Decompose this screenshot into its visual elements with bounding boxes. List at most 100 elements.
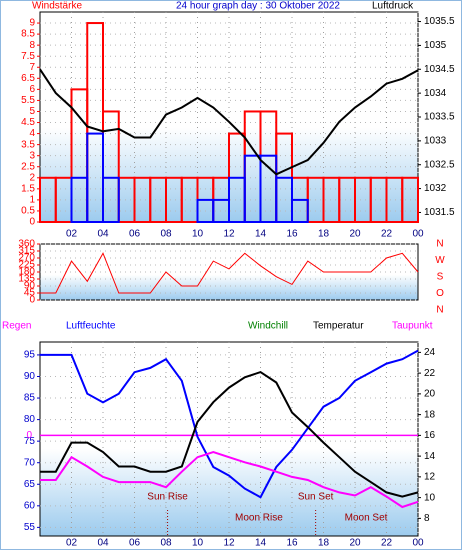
y-tick-label: 315 [18, 246, 35, 257]
series-line [39, 68, 419, 176]
y-tick-label: 90 [24, 281, 36, 292]
y-tick-label: 7 [29, 62, 35, 73]
x-tick-label: 08 [160, 538, 172, 549]
compass-label: W [435, 255, 445, 266]
y-tick-label: 225 [18, 260, 35, 271]
y2-tick-label: 24 [424, 347, 436, 358]
y-tick-label: 75 [24, 436, 36, 447]
y-tick-label: 65 [24, 479, 36, 490]
x-tick-label: 06 [129, 538, 141, 549]
x-tick-label: 04 [97, 229, 109, 240]
y2-tick-label: 18 [424, 409, 436, 420]
x-tick-label: 12 [223, 229, 235, 240]
x-tick-label: 18 [318, 229, 330, 240]
x-tick-label: 16 [286, 538, 298, 549]
x-tick-label: 02 [66, 229, 78, 240]
y-tick-label: 85 [24, 393, 36, 404]
x-tick-label: 22 [381, 538, 393, 549]
series-line [40, 370, 419, 498]
x-tick-label: 10 [192, 229, 204, 240]
x-tick-label: 12 [223, 538, 235, 549]
y-tick-label: 5 [29, 106, 35, 117]
y-tick-label: 270 [18, 253, 35, 264]
y2-tick-label: 1031.5 [424, 207, 455, 218]
x-tick-label: 00 [412, 538, 424, 549]
legend-entry: Luftfeuchte [66, 321, 116, 332]
series-line [40, 450, 419, 509]
compass-label: O [436, 288, 444, 299]
legend-entry: Windchill [248, 321, 288, 332]
y2-tick-label: 10 [424, 492, 436, 503]
y-tick-label: 8 [29, 40, 35, 51]
y-tick-label: 135 [18, 274, 35, 285]
legend-entry: Taupunkt [392, 321, 433, 332]
compass-label: S [437, 272, 444, 283]
y2-tick-label: 8 [424, 513, 430, 524]
y-tick-label: 55 [24, 522, 36, 533]
x-tick-label: 20 [349, 229, 361, 240]
y-tick-label: 3.5 [21, 139, 35, 150]
y-tick-label: 0 [29, 295, 35, 306]
y2-tick-label: 12 [424, 472, 436, 483]
y2-tick-label: 1035.5 [424, 16, 455, 27]
wind-label: Windstärke [32, 1, 82, 12]
y2-tick-label: 22 [424, 368, 436, 379]
y2-tick-label: 20 [424, 389, 436, 400]
series-line [40, 252, 419, 294]
y-tick-label: 0.5 [21, 206, 35, 217]
x-tick-label: 20 [349, 538, 361, 549]
x-tick-label: 14 [255, 229, 267, 240]
y-tick-label: 1.5 [21, 183, 35, 194]
rain-tick-label: 0 [26, 430, 32, 441]
y2-tick-label: 1033 [424, 136, 447, 147]
pressure-label: Luftdruck [372, 1, 414, 12]
y2-tick-label: 1033.5 [424, 112, 455, 123]
y2-tick-label: 14 [424, 451, 436, 462]
annotation: Sun Set [298, 492, 334, 503]
wind-bar [401, 176, 419, 223]
x-tick-label: 04 [97, 538, 109, 549]
y-tick-label: 95 [24, 350, 36, 361]
x-tick-label: 02 [66, 538, 78, 549]
series-line [40, 349, 419, 499]
y-tick-label: 4 [29, 128, 35, 139]
legend-entry: Regen [2, 321, 31, 332]
y-tick-label: 70 [24, 457, 36, 468]
y-tick-label: 5.5 [21, 95, 35, 106]
x-tick-label: 16 [286, 229, 298, 240]
y-tick-label: 4.5 [21, 117, 35, 128]
x-tick-label: 00 [412, 229, 424, 240]
annotation: Moon Rise [235, 513, 283, 524]
x-tick-label: 06 [129, 229, 141, 240]
plot-area [39, 341, 419, 537]
wind-bar [102, 176, 120, 223]
wind-bar [291, 198, 309, 223]
y-tick-label: 45 [24, 288, 36, 299]
x-tick-label: 18 [318, 538, 330, 549]
y-tick-label: 8.5 [21, 29, 35, 40]
y2-tick-label: 1032 [424, 183, 447, 194]
x-tick-label: 10 [192, 538, 204, 549]
y-tick-label: 0 [29, 217, 35, 228]
y-tick-label: 2.5 [21, 161, 35, 172]
y-tick-label: 60 [24, 500, 36, 511]
y-tick-label: 1 [29, 195, 35, 206]
y-tick-label: 3 [29, 150, 35, 161]
compass-label: N [436, 305, 443, 316]
y-tick-label: 90 [24, 371, 36, 382]
y2-tick-label: 1032.5 [424, 159, 455, 170]
y-tick-label: 80 [24, 414, 36, 425]
y-tick-label: 180 [18, 267, 35, 278]
y2-tick-label: 1035 [424, 40, 447, 51]
y-tick-label: 2 [29, 172, 35, 183]
y-tick-label: 7.5 [21, 51, 35, 62]
x-tick-label: 22 [381, 229, 393, 240]
y-tick-label: 9 [29, 18, 35, 29]
compass-label: N [436, 239, 443, 250]
y-tick-label: 360 [18, 239, 35, 250]
x-tick-label: 14 [255, 538, 267, 549]
legend-entry: Temperatur [313, 321, 364, 332]
x-tick-label: 08 [160, 229, 172, 240]
